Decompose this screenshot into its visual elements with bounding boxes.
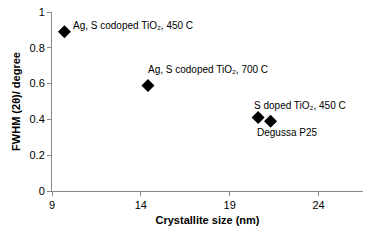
svg-text:FWHM (2θ)/ degree: FWHM (2θ)/ degree bbox=[10, 52, 22, 151]
svg-text:0.6: 0.6 bbox=[30, 77, 45, 89]
svg-text:1: 1 bbox=[39, 6, 45, 18]
svg-text:0.8: 0.8 bbox=[30, 42, 45, 54]
svg-text:9: 9 bbox=[49, 199, 55, 211]
svg-text:S doped TiO₂, 450 C: S doped TiO₂, 450 C bbox=[254, 100, 346, 111]
svg-text:Ag, S codoped TiO₂, 450 C: Ag, S codoped TiO₂, 450 C bbox=[73, 20, 193, 31]
svg-text:Ag, S codoped TiO₂, 700 C: Ag, S codoped TiO₂, 700 C bbox=[148, 64, 268, 75]
svg-text:Degussa P25: Degussa P25 bbox=[257, 127, 317, 138]
svg-text:0.2: 0.2 bbox=[30, 149, 45, 161]
svg-text:14: 14 bbox=[135, 199, 147, 211]
svg-text:19: 19 bbox=[224, 199, 236, 211]
svg-text:24: 24 bbox=[312, 199, 324, 211]
svg-text:0: 0 bbox=[39, 185, 45, 197]
svg-text:Crystallite size (nm): Crystallite size (nm) bbox=[156, 214, 260, 226]
svg-text:0.4: 0.4 bbox=[30, 113, 45, 125]
